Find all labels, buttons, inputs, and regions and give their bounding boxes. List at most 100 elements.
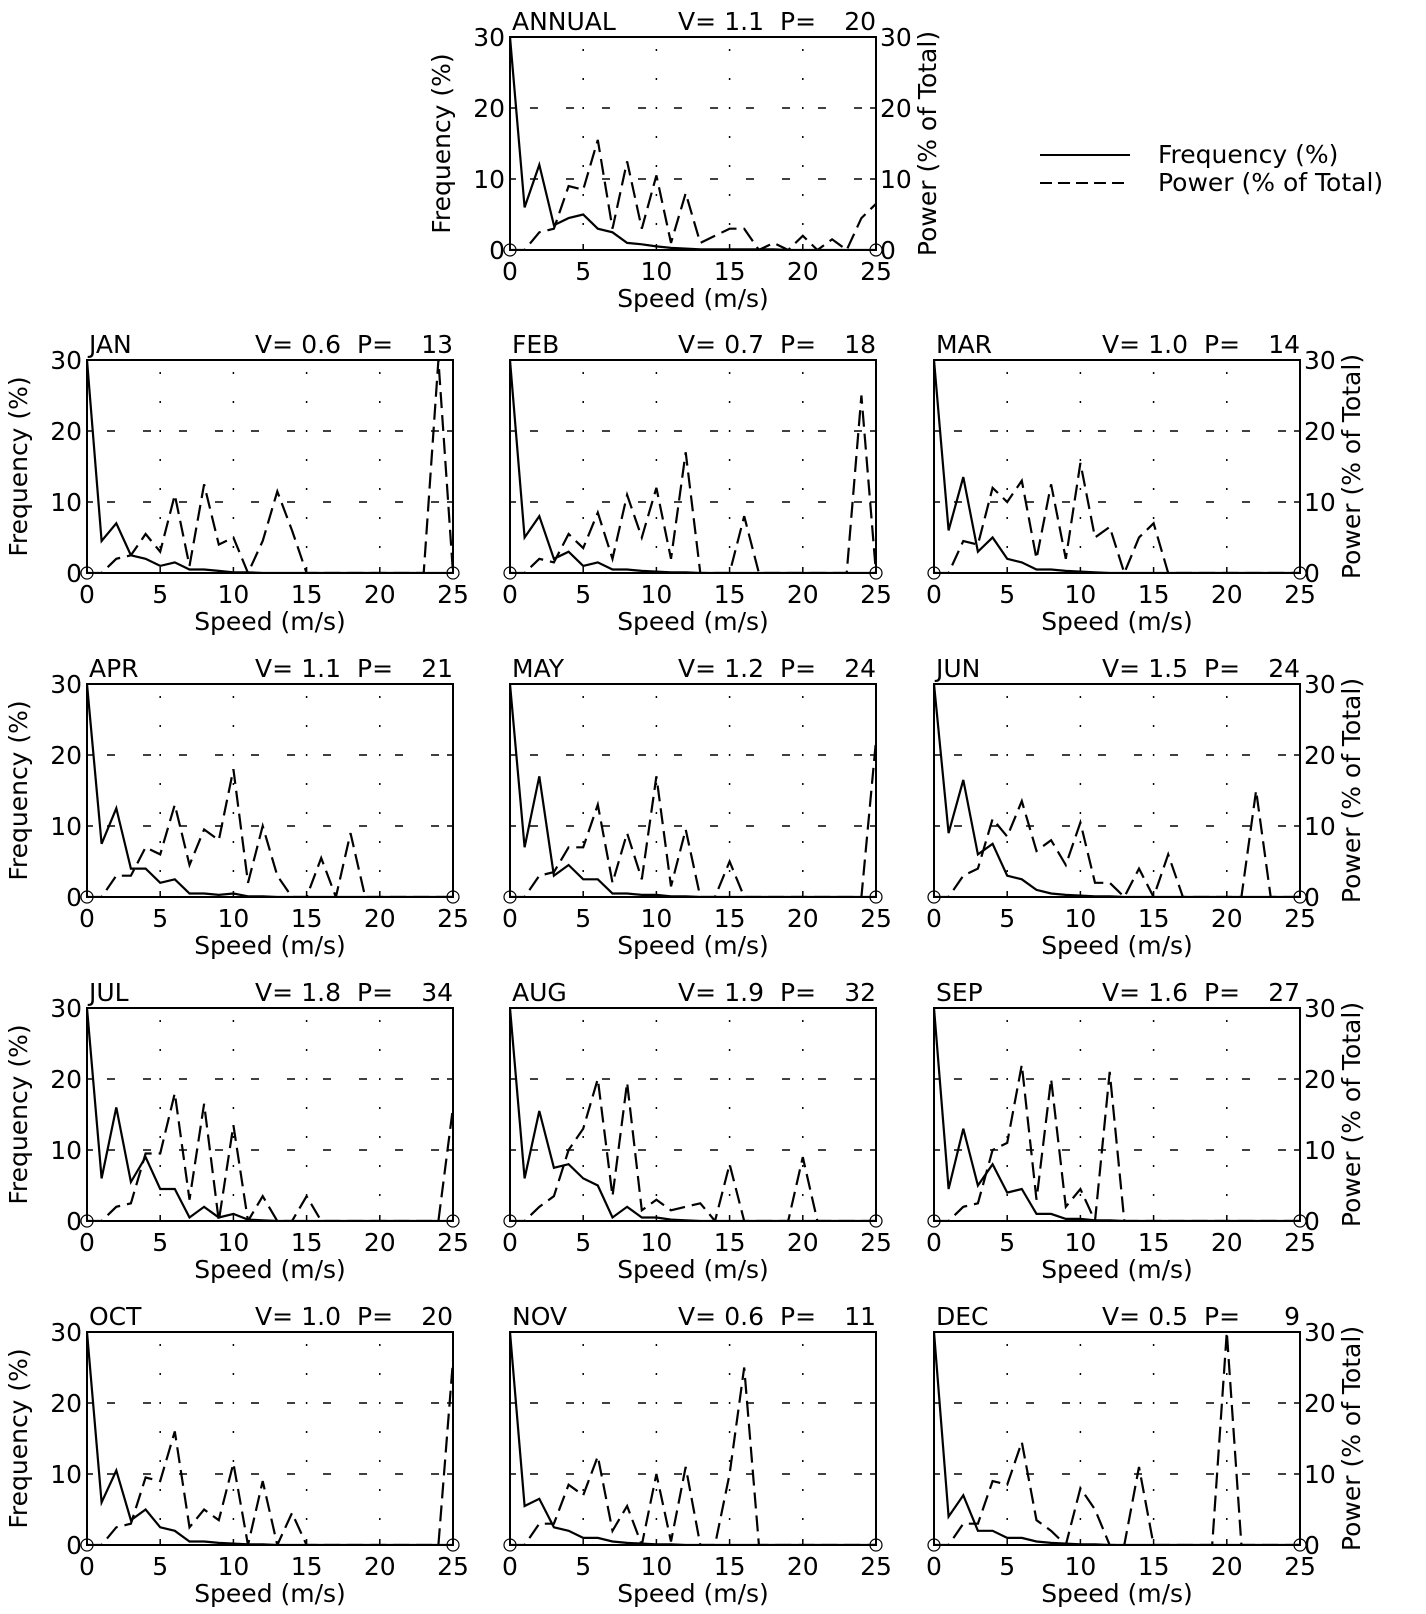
series-line-power — [87, 1092, 453, 1221]
corner-marker — [869, 566, 883, 580]
y-tick-label-left: 0 — [66, 559, 82, 588]
panel-title: OCT — [89, 1302, 142, 1331]
corner-marker — [80, 1538, 94, 1552]
y-tick-label-left: 30 — [473, 23, 505, 52]
panel-title: MAR — [936, 330, 992, 359]
p-label: P= — [357, 654, 393, 683]
y-tick-label-right: 30 — [1304, 994, 1336, 1023]
x-tick-label: 0 — [926, 904, 942, 933]
y-tick-label-right: 10 — [1304, 812, 1336, 841]
x-tick-label: 10 — [640, 580, 672, 609]
x-tick-label: 25 — [437, 580, 469, 609]
y-tick-label-left: 10 — [50, 1460, 82, 1489]
y-tick-label-right: 20 — [880, 94, 912, 123]
x-tick-label: 5 — [152, 1228, 168, 1257]
legend-frequency-label: Frequency (%) — [1158, 140, 1338, 169]
corner-marker — [927, 566, 941, 580]
x-tick-label: 20 — [364, 1552, 396, 1581]
x-tick-label: 15 — [291, 580, 323, 609]
panel-feb: 0 5 10 15 20 25 Speed (m/s) FEB V= 0.7 P= 18 — [502, 330, 892, 636]
x-tick-label: 0 — [502, 904, 518, 933]
p-label: P= — [1204, 654, 1240, 683]
panel-title: SEP — [936, 978, 983, 1007]
x-tick-label: 5 — [575, 1552, 591, 1581]
series-line-frequency — [510, 360, 876, 573]
corner-marker — [869, 890, 883, 904]
series-line-power — [87, 768, 453, 897]
v-value: 1.2 — [724, 654, 764, 683]
corner-marker — [1293, 1214, 1307, 1228]
plot-frame — [86, 359, 454, 574]
plot-frame — [509, 1007, 877, 1222]
x-tick-label: 0 — [926, 1228, 942, 1257]
panel-jan: 0 5 10 15 20 25 Speed (m/s) 0 10 20 30 Frequency (%… — [4, 330, 469, 636]
x-axis-label: Speed (m/s) — [1041, 931, 1193, 960]
y-tick-label-right: 30 — [880, 23, 912, 52]
x-axis-label: Speed (m/s) — [194, 1255, 346, 1284]
x-tick-label: 20 — [364, 1228, 396, 1257]
x-tick-label: 10 — [217, 1228, 249, 1257]
x-tick-label: 15 — [1138, 904, 1170, 933]
series-line-power — [934, 1332, 1300, 1545]
y-tick-label-left: 0 — [66, 1207, 82, 1236]
legend: Frequency (%) Power (% of Total) — [1040, 140, 1383, 197]
x-tick-label: 20 — [364, 904, 396, 933]
x-tick-label: 15 — [291, 1228, 323, 1257]
corner-marker — [80, 566, 94, 580]
x-tick-label: 15 — [1138, 580, 1170, 609]
x-tick-label: 5 — [999, 1552, 1015, 1581]
corner-marker — [503, 1214, 517, 1228]
panel-apr: 0 5 10 15 20 25 Speed (m/s) 0 10 20 30 Frequency (%… — [4, 654, 469, 960]
corner-marker — [446, 566, 460, 580]
v-value: 1.6 — [1148, 978, 1188, 1007]
x-tick-label: 25 — [1284, 580, 1316, 609]
v-label: V= — [678, 7, 716, 36]
x-tick-label: 25 — [437, 1228, 469, 1257]
v-label: V= — [255, 1302, 293, 1331]
x-tick-label: 20 — [787, 1552, 819, 1581]
p-label: P= — [780, 978, 816, 1007]
v-label: V= — [678, 978, 716, 1007]
series-line-frequency — [87, 684, 453, 897]
x-tick-label: 20 — [1211, 1552, 1243, 1581]
x-tick-label: 20 — [1211, 904, 1243, 933]
series-line-power — [87, 1360, 453, 1545]
x-tick-label: 5 — [999, 904, 1015, 933]
panel-may: 0 5 10 15 20 25 Speed (m/s) MAY V= 1.2 P= 24 — [502, 654, 892, 960]
x-axis-label: Speed (m/s) — [617, 1255, 769, 1284]
x-tick-label: 0 — [502, 257, 518, 286]
x-axis-label: Speed (m/s) — [194, 1579, 346, 1608]
x-axis-label: Speed (m/s) — [194, 931, 346, 960]
x-tick-label: 0 — [926, 1552, 942, 1581]
y-tick-label-right: 30 — [1304, 346, 1336, 375]
v-value: 1.9 — [724, 978, 764, 1007]
p-label: P= — [1204, 1302, 1240, 1331]
p-value: 9 — [1284, 1302, 1300, 1331]
series-line-power — [510, 1367, 876, 1545]
y-tick-label-right: 10 — [1304, 488, 1336, 517]
series-line-power — [934, 790, 1300, 897]
x-axis-label: Speed (m/s) — [1041, 607, 1193, 636]
p-label: P= — [1204, 330, 1240, 359]
x-tick-label: 25 — [860, 1228, 892, 1257]
y-tick-label-left: 20 — [50, 1389, 82, 1418]
series-line-power — [87, 360, 453, 573]
x-tick-label: 20 — [787, 904, 819, 933]
y-tick-label-left: 0 — [66, 883, 82, 912]
p-label: P= — [357, 330, 393, 359]
x-tick-label: 0 — [502, 1228, 518, 1257]
x-axis-label: Speed (m/s) — [1041, 1255, 1193, 1284]
corner-marker — [503, 243, 517, 257]
panel-sep: 0 5 10 15 20 25 Speed (m/s) 0 10 20 30 Power (% of … — [926, 978, 1366, 1284]
y-tick-label-left: 30 — [50, 994, 82, 1023]
panel-title: JUN — [934, 654, 980, 683]
v-value: 0.5 — [1148, 1302, 1188, 1331]
series-line-frequency — [87, 1008, 453, 1221]
v-label: V= — [255, 654, 293, 683]
x-tick-label: 5 — [152, 580, 168, 609]
series-line-power — [510, 395, 876, 573]
y-tick-label-left: 10 — [50, 488, 82, 517]
x-tick-label: 10 — [1064, 1228, 1096, 1257]
y-tick-label-right: 10 — [1304, 1136, 1336, 1165]
panel-title: FEB — [512, 330, 559, 359]
